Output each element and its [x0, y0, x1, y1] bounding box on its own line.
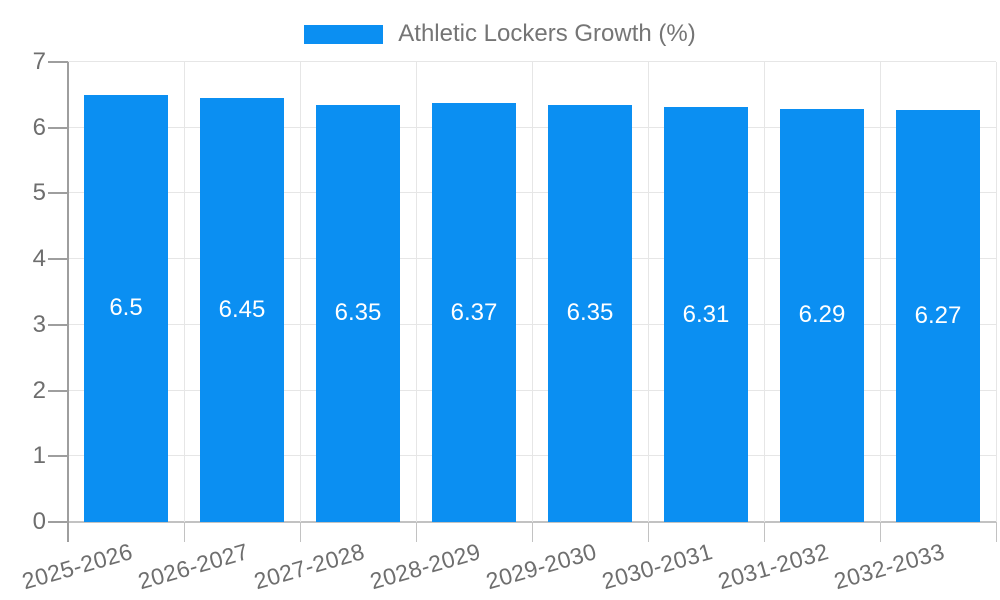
bar[interactable]: 6.27	[896, 109, 980, 522]
bar[interactable]: 6.5	[84, 94, 168, 522]
legend-item[interactable]: Athletic Lockers Growth (%)	[304, 18, 696, 50]
x-tick	[879, 522, 881, 542]
bar[interactable]: 6.45	[200, 98, 284, 522]
x-axis-label: 2032-2033	[831, 538, 948, 595]
v-gridline	[763, 62, 765, 522]
bar[interactable]: 6.31	[664, 107, 748, 522]
y-tick-label: 0	[32, 508, 46, 535]
x-axis-label: 2025-2026	[19, 538, 136, 595]
bar[interactable]: 6.35	[548, 104, 632, 522]
x-tick	[183, 522, 185, 542]
legend-swatch-icon	[304, 24, 384, 44]
legend-label: Athletic Lockers Growth (%)	[398, 20, 696, 47]
x-axis-label: 2027-2028	[251, 538, 368, 595]
x-axis-label: 2028-2029	[367, 538, 484, 595]
v-gridline	[299, 62, 301, 522]
x-tick	[531, 522, 533, 542]
y-tick-label: 7	[32, 48, 46, 75]
v-gridline	[995, 62, 997, 522]
y-tick	[48, 61, 68, 63]
y-tick	[48, 258, 68, 261]
bar[interactable]: 6.37	[432, 103, 516, 522]
x-tick	[299, 522, 301, 542]
x-axis-label: 2030-2031	[599, 538, 716, 595]
y-tick	[48, 323, 68, 326]
bar[interactable]: 6.29	[780, 108, 864, 522]
v-gridline	[531, 62, 533, 522]
bar[interactable]: 6.35	[316, 104, 400, 522]
bar-value-label: 6.31	[682, 300, 730, 328]
x-tick	[995, 522, 997, 542]
bar-value-label: 6.37	[450, 298, 498, 326]
bar-value-label: 6.35	[334, 299, 382, 327]
bar-value-label: 6.45	[218, 296, 266, 324]
h-gridline	[68, 61, 996, 62]
v-gridline	[183, 62, 185, 522]
v-gridline	[415, 62, 417, 522]
x-tick	[647, 522, 649, 542]
x-axis-label: 2031-2032	[715, 538, 832, 595]
y-tick	[48, 455, 68, 458]
y-tick-label: 2	[32, 376, 46, 404]
x-tick	[415, 522, 417, 542]
y-tick-label: 3	[32, 310, 46, 338]
x-axis-label: 2029-2030	[483, 538, 600, 595]
y-tick	[48, 521, 68, 523]
x-axis-label: 2026-2027	[135, 538, 252, 595]
y-axis-line	[67, 62, 69, 542]
y-tick	[48, 389, 68, 392]
y-tick-label: 6	[32, 113, 46, 141]
x-tick	[763, 522, 765, 542]
chart-legend: Athletic Lockers Growth (%)	[0, 18, 1000, 50]
y-tick-label: 5	[32, 179, 46, 207]
y-tick	[48, 126, 68, 129]
bar-value-label: 6.5	[109, 294, 143, 322]
y-tick-label: 4	[32, 245, 46, 273]
y-tick-label: 1	[32, 442, 46, 470]
bar-value-label: 6.35	[566, 299, 614, 327]
y-tick	[48, 192, 68, 195]
bar-value-label: 6.29	[798, 301, 846, 329]
v-gridline	[647, 62, 649, 522]
v-gridline	[879, 62, 881, 522]
bar-value-label: 6.27	[914, 301, 962, 329]
